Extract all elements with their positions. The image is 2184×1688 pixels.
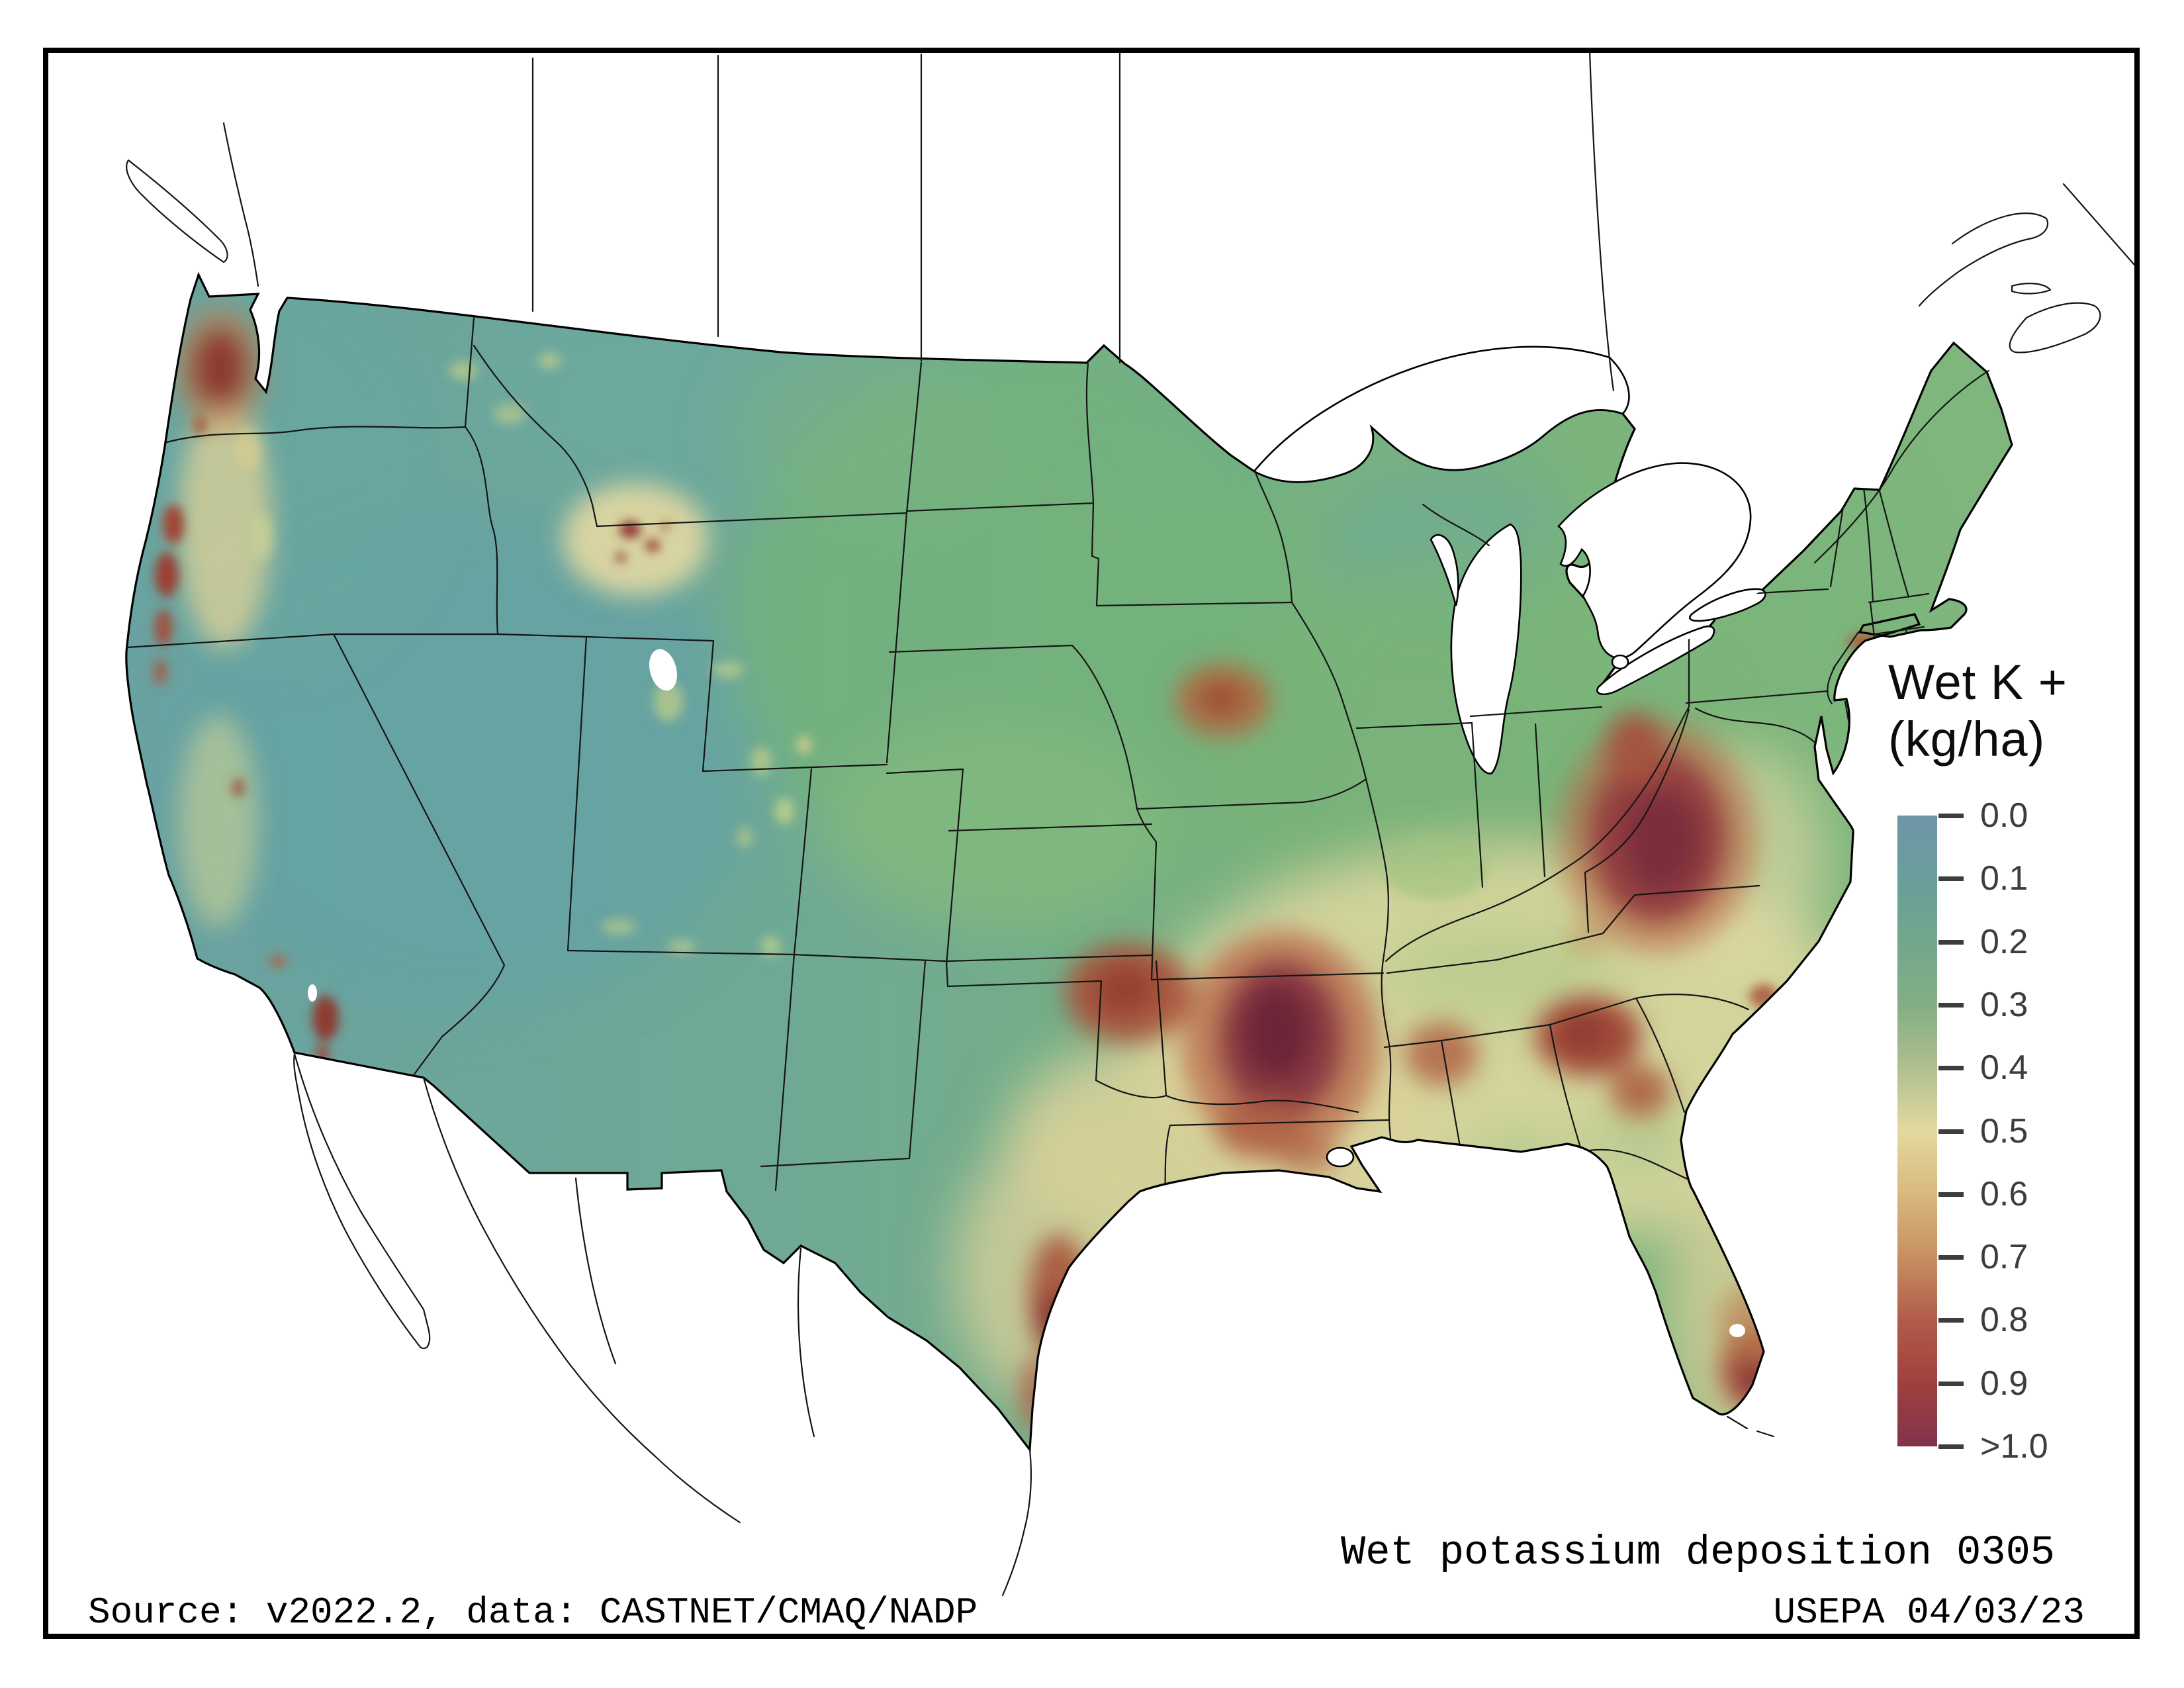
colorbar-tick-label: 0.2	[1980, 922, 2028, 962]
colorbar-tick-label: 0.5	[1980, 1111, 2028, 1151]
agency-datestamp: USEPA 04/03/23	[1774, 1591, 2085, 1634]
source-note: Source: v2022.2, data: CASTNET/CMAQ/NADP	[88, 1591, 978, 1634]
legend-colorbar	[1897, 816, 1937, 1446]
legend-title: Wet K +(kg/ha)	[1888, 654, 2068, 768]
colorbar-tick-label: 0.4	[1980, 1048, 2028, 1088]
legend-title-line1: Wet K +	[1888, 655, 2068, 710]
map-caption: Wet potassium deposition 0305	[1341, 1529, 2055, 1576]
colorbar-tick	[1938, 876, 1964, 881]
colorbar-tick	[1938, 940, 1964, 945]
colorbar-tick-label: 0.7	[1980, 1237, 2028, 1277]
colorbar-tick	[1938, 1255, 1964, 1260]
colorbar-tick-label: 0.6	[1980, 1174, 2028, 1214]
colorbar-tick-label: 0.8	[1980, 1300, 2028, 1340]
figure-page: Wet K +(kg/ha) 0.0 0.1 0.2 0.3 0.4 0.5 0.6 0.7 0…	[0, 0, 2184, 1688]
legend-title-line2: (kg/ha)	[1888, 712, 2045, 767]
colorbar-tick	[1938, 814, 1964, 818]
colorbar-tick-label: 0.3	[1980, 985, 2028, 1025]
plot-frame	[43, 48, 2140, 1639]
colorbar-tick-label: 0.0	[1980, 796, 2028, 835]
colorbar-tick	[1938, 1129, 1964, 1134]
colorbar-tick	[1938, 1066, 1964, 1070]
colorbar-tick-label: 0.1	[1980, 859, 2028, 898]
colorbar-tick-label: >1.0	[1980, 1427, 2048, 1466]
colorbar-tick	[1938, 1003, 1964, 1008]
colorbar-tick	[1938, 1444, 1964, 1449]
colorbar-tick	[1938, 1382, 1964, 1386]
colorbar-tick	[1938, 1192, 1964, 1197]
colorbar-tick	[1938, 1318, 1964, 1323]
colorbar-tick-label: 0.9	[1980, 1364, 2028, 1403]
